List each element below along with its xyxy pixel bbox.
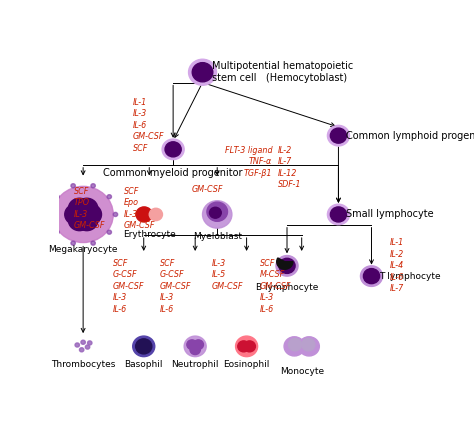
Circle shape	[328, 204, 349, 225]
Circle shape	[75, 207, 91, 222]
Text: GM-CSF: GM-CSF	[191, 185, 223, 194]
Circle shape	[80, 204, 101, 225]
Circle shape	[75, 343, 80, 347]
Circle shape	[107, 194, 111, 199]
Circle shape	[190, 345, 201, 355]
Circle shape	[136, 339, 152, 354]
Circle shape	[71, 184, 75, 188]
Circle shape	[187, 340, 197, 349]
Text: T lymphocyte: T lymphocyte	[379, 271, 440, 281]
Circle shape	[107, 230, 111, 234]
Text: Eosinophil: Eosinophil	[223, 360, 270, 369]
Circle shape	[202, 201, 232, 228]
Text: Erythrocyte: Erythrocyte	[123, 230, 176, 239]
Text: Thrombocytes: Thrombocytes	[51, 360, 115, 369]
Circle shape	[85, 345, 90, 349]
Text: B lymphocyte: B lymphocyte	[256, 283, 318, 292]
Circle shape	[91, 241, 95, 245]
Circle shape	[113, 212, 118, 217]
Circle shape	[149, 208, 163, 221]
Circle shape	[55, 194, 59, 199]
Circle shape	[53, 186, 113, 243]
Text: IL-1
IL-2
IL-4
IL-6
IL-7: IL-1 IL-2 IL-4 IL-6 IL-7	[390, 239, 404, 293]
Text: Multipotential hematopoietic
stem cell   (Hemocytoblast): Multipotential hematopoietic stem cell (…	[212, 61, 353, 83]
Circle shape	[133, 336, 155, 356]
Circle shape	[65, 204, 87, 225]
Circle shape	[289, 339, 301, 351]
Circle shape	[136, 207, 152, 222]
Circle shape	[81, 340, 85, 344]
Circle shape	[184, 336, 206, 356]
Circle shape	[91, 184, 95, 188]
Circle shape	[76, 210, 98, 231]
Text: Neutrophil: Neutrophil	[172, 360, 219, 369]
Text: Basophil: Basophil	[125, 360, 163, 369]
Circle shape	[236, 336, 258, 356]
Circle shape	[189, 59, 217, 85]
Circle shape	[301, 339, 315, 351]
Circle shape	[276, 255, 298, 276]
Circle shape	[330, 128, 346, 143]
Circle shape	[76, 198, 98, 219]
Text: SCF
TPO
IL-3
GM-CSF: SCF TPO IL-3 GM-CSF	[74, 187, 105, 231]
Circle shape	[88, 341, 92, 345]
Circle shape	[68, 210, 91, 231]
Circle shape	[165, 142, 181, 157]
Circle shape	[330, 207, 346, 222]
Text: Monocyte: Monocyte	[280, 367, 324, 376]
Circle shape	[193, 340, 203, 349]
Text: IL-2
IL-7
IL-12
SDF-1: IL-2 IL-7 IL-12 SDF-1	[278, 146, 301, 189]
Text: Myeloblast: Myeloblast	[193, 232, 242, 241]
Circle shape	[299, 337, 319, 356]
Text: Common myeloid progenitor: Common myeloid progenitor	[103, 168, 243, 178]
Text: IL-1
IL-3
IL-6
GM-CSF
SCF: IL-1 IL-3 IL-6 GM-CSF SCF	[133, 98, 164, 153]
Text: SCF
G-CSF
GM-CSF
IL-3
IL-6: SCF G-CSF GM-CSF IL-3 IL-6	[112, 259, 144, 314]
Circle shape	[360, 266, 383, 287]
Circle shape	[162, 139, 184, 160]
Circle shape	[238, 341, 249, 352]
Text: IL-3
IL-5
GM-CSF: IL-3 IL-5 GM-CSF	[212, 259, 243, 291]
Text: Common lymphoid progenitor: Common lymphoid progenitor	[346, 131, 474, 141]
Circle shape	[55, 230, 59, 234]
Text: FLT-3 ligand
TNF-α
TGF-β1: FLT-3 ligand TNF-α TGF-β1	[225, 146, 272, 178]
Circle shape	[284, 337, 305, 356]
Text: SCF
M-CSF
GM-CSF
IL-3
IL-6: SCF M-CSF GM-CSF IL-3 IL-6	[259, 259, 291, 314]
Wedge shape	[277, 258, 293, 269]
Circle shape	[192, 63, 213, 82]
Circle shape	[244, 341, 255, 352]
Circle shape	[71, 241, 75, 245]
Circle shape	[80, 348, 84, 352]
Circle shape	[279, 258, 295, 273]
Circle shape	[364, 269, 380, 283]
Circle shape	[207, 202, 228, 221]
Circle shape	[68, 198, 91, 219]
Text: Small lymphocyte: Small lymphocyte	[346, 210, 433, 219]
Circle shape	[328, 125, 349, 146]
Circle shape	[49, 212, 53, 217]
Text: Megakaryocyte: Megakaryocyte	[48, 245, 118, 254]
Circle shape	[210, 207, 221, 218]
Text: SCF
Epo
IL-3
GM-CSF: SCF Epo IL-3 GM-CSF	[124, 187, 155, 231]
Text: SCF
G-CSF
GM-CSF
IL-3
IL-6: SCF G-CSF GM-CSF IL-3 IL-6	[160, 259, 191, 314]
